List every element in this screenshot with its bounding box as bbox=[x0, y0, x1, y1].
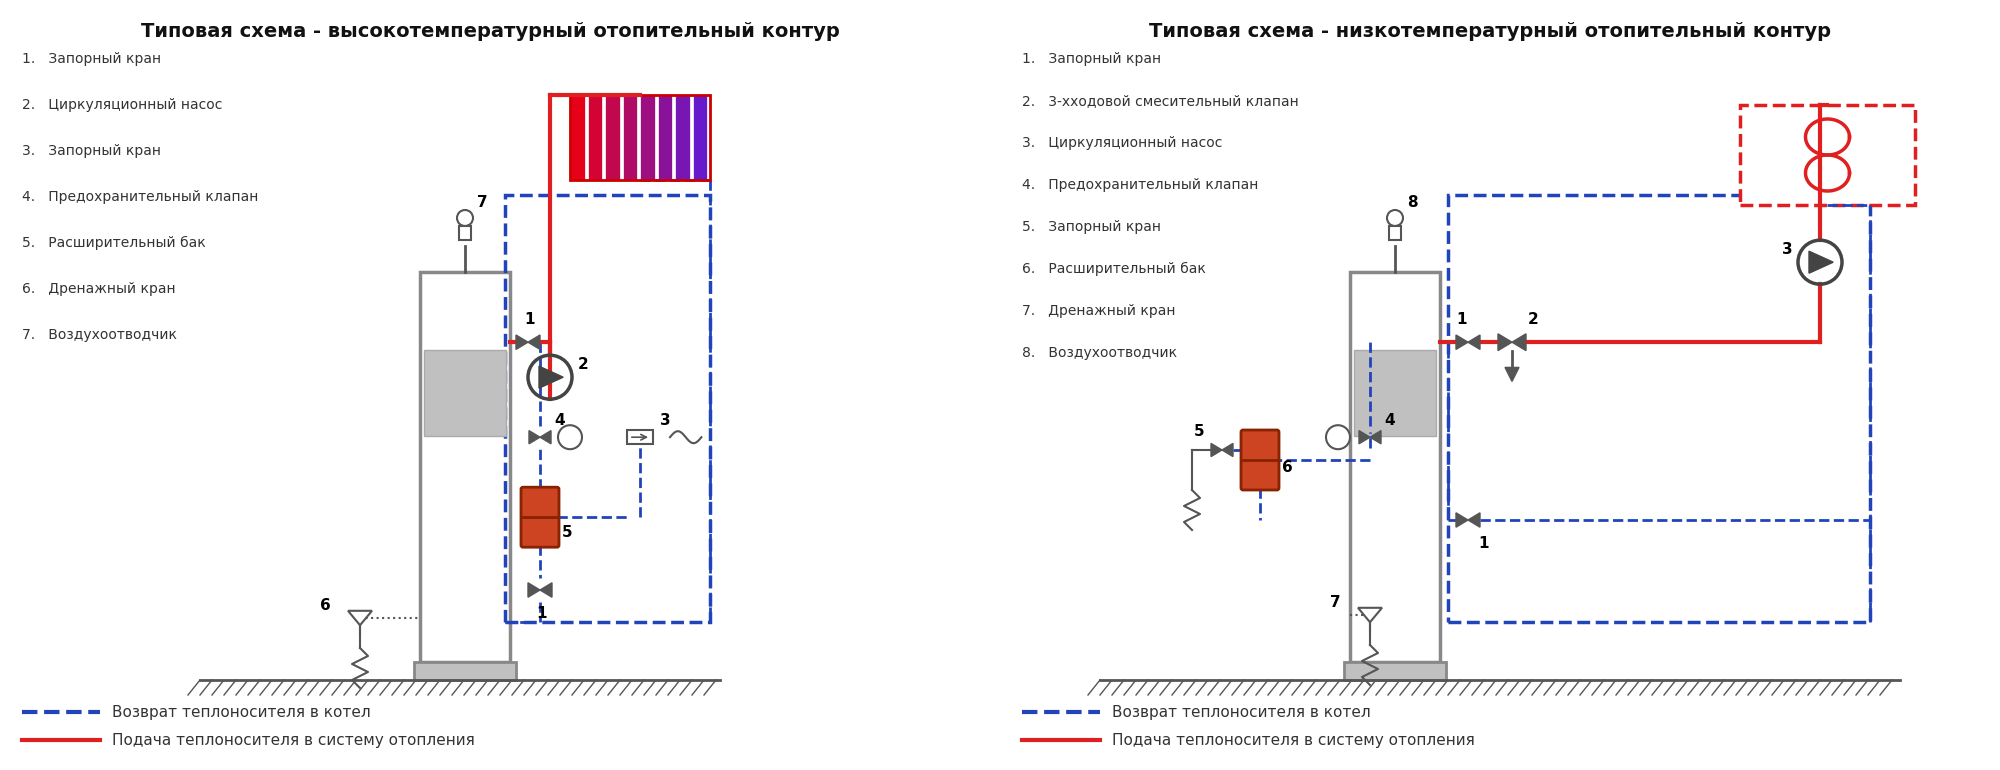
Text: 5: 5 bbox=[562, 525, 572, 541]
Text: 7.   Дренажный кран: 7. Дренажный кран bbox=[1022, 304, 1176, 318]
FancyBboxPatch shape bbox=[1240, 430, 1278, 490]
Text: 1.   Запорный кран: 1. Запорный кран bbox=[22, 52, 162, 66]
Text: 3.   Запорный кран: 3. Запорный кран bbox=[22, 144, 162, 158]
Text: 1: 1 bbox=[1478, 536, 1488, 551]
Bar bbox=[506, 195, 710, 622]
Text: Подача теплоносителя в систему отопления: Подача теплоносителя в систему отопления bbox=[112, 732, 474, 748]
Text: 1.   Запорный кран: 1. Запорный кран bbox=[1022, 52, 1162, 66]
Text: 1: 1 bbox=[524, 312, 534, 327]
Bar bbox=[460, 226, 472, 240]
Text: 6: 6 bbox=[1282, 460, 1292, 475]
Polygon shape bbox=[528, 583, 540, 598]
Text: 4.   Предохранительный клапан: 4. Предохранительный клапан bbox=[1022, 178, 1258, 192]
Bar bbox=[676, 95, 690, 180]
Text: 3: 3 bbox=[1782, 243, 1792, 257]
Text: 6: 6 bbox=[320, 598, 330, 613]
Text: 7.   Воздухоотводчик: 7. Воздухоотводчик bbox=[22, 328, 178, 342]
Text: 8.   Воздухоотводчик: 8. Воздухоотводчик bbox=[1022, 346, 1178, 360]
Bar bbox=[1354, 350, 1436, 436]
Text: Типовая схема - высокотемпературный отопительный контур: Типовая схема - высокотемпературный отоп… bbox=[140, 22, 840, 41]
Circle shape bbox=[558, 425, 582, 449]
Text: Возврат теплоносителя в котел: Возврат теплоносителя в котел bbox=[112, 705, 370, 719]
Polygon shape bbox=[1456, 335, 1468, 350]
Bar bbox=[1448, 195, 1870, 622]
Bar bbox=[1740, 105, 1914, 205]
Text: 1: 1 bbox=[1456, 312, 1466, 327]
Polygon shape bbox=[1358, 430, 1370, 444]
Polygon shape bbox=[1210, 444, 1222, 457]
Text: 6.   Дренажный кран: 6. Дренажный кран bbox=[22, 282, 176, 296]
Polygon shape bbox=[1222, 444, 1232, 457]
Text: 3: 3 bbox=[660, 413, 670, 428]
Polygon shape bbox=[1358, 608, 1382, 622]
Polygon shape bbox=[1370, 430, 1380, 444]
Polygon shape bbox=[540, 430, 552, 444]
Polygon shape bbox=[1498, 334, 1512, 350]
Text: 5.   Запорный кран: 5. Запорный кран bbox=[1022, 220, 1160, 234]
Bar bbox=[570, 95, 710, 180]
Bar bbox=[424, 350, 506, 436]
Polygon shape bbox=[540, 583, 552, 598]
Polygon shape bbox=[1468, 335, 1480, 350]
Text: 3.   Циркуляционный насос: 3. Циркуляционный насос bbox=[1022, 136, 1222, 150]
Text: 6.   Расширительный бак: 6. Расширительный бак bbox=[1022, 262, 1206, 276]
FancyBboxPatch shape bbox=[522, 487, 560, 547]
Bar bbox=[640, 95, 654, 180]
Polygon shape bbox=[1504, 367, 1520, 381]
Polygon shape bbox=[1808, 251, 1834, 273]
Bar bbox=[606, 95, 620, 180]
Text: Возврат теплоносителя в котел: Возврат теплоносителя в котел bbox=[1112, 705, 1370, 719]
Polygon shape bbox=[1468, 513, 1480, 527]
Text: 4.   Предохранительный клапан: 4. Предохранительный клапан bbox=[22, 190, 258, 204]
Text: 2.   3-хходовой смесительный клапан: 2. 3-хходовой смесительный клапан bbox=[1022, 94, 1298, 108]
Text: 1: 1 bbox=[536, 606, 546, 621]
Polygon shape bbox=[540, 367, 564, 388]
Polygon shape bbox=[348, 611, 372, 625]
Circle shape bbox=[1326, 425, 1350, 449]
Polygon shape bbox=[528, 335, 540, 350]
Text: Типовая схема - низкотемпературный отопительный контур: Типовая схема - низкотемпературный отопи… bbox=[1148, 22, 1830, 41]
Text: Подача теплоносителя в систему отопления: Подача теплоносителя в систему отопления bbox=[1112, 732, 1474, 748]
Text: 2: 2 bbox=[1528, 312, 1538, 327]
Bar bbox=[692, 95, 708, 180]
Polygon shape bbox=[530, 430, 540, 444]
Text: 5: 5 bbox=[1194, 424, 1204, 439]
Bar bbox=[1350, 272, 1440, 662]
Bar bbox=[420, 272, 510, 662]
Bar bbox=[658, 95, 672, 180]
Text: 2: 2 bbox=[578, 357, 588, 372]
Polygon shape bbox=[516, 335, 528, 350]
Polygon shape bbox=[1456, 513, 1468, 527]
Text: 2.   Циркуляционный насос: 2. Циркуляционный насос bbox=[22, 98, 222, 112]
Bar bbox=[628, 430, 654, 444]
Text: 4: 4 bbox=[554, 413, 564, 428]
Text: 7: 7 bbox=[478, 195, 488, 210]
Polygon shape bbox=[1512, 334, 1526, 350]
Text: 8: 8 bbox=[1406, 195, 1418, 210]
Bar bbox=[588, 95, 602, 180]
Text: 5.   Расширительный бак: 5. Расширительный бак bbox=[22, 236, 206, 250]
Bar bbox=[1388, 226, 1400, 240]
Bar bbox=[1344, 662, 1446, 680]
Bar bbox=[570, 95, 584, 180]
Text: 7: 7 bbox=[1330, 595, 1340, 610]
Bar bbox=[414, 662, 516, 680]
Text: 4: 4 bbox=[1384, 413, 1394, 428]
Bar bbox=[622, 95, 638, 180]
